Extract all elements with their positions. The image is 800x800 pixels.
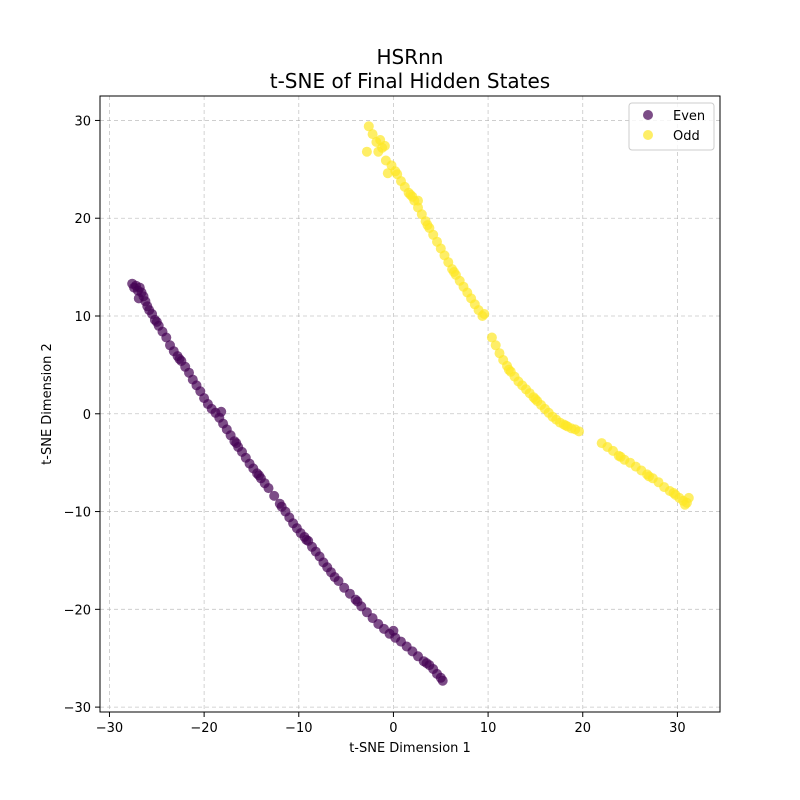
axis-ticks: −30 −20 −10 0 10 20 30 −30 −20 −10 0 10 20 30 [64, 114, 686, 736]
scatter-points [127, 121, 694, 686]
legend-label-odd: Odd [673, 129, 700, 144]
grid-lines [100, 96, 720, 712]
legend-marker-odd [643, 130, 653, 140]
data-point-odd [479, 309, 490, 319]
data-point-even [269, 490, 280, 501]
legend: Even Odd [628, 102, 715, 151]
data-point-odd [449, 267, 459, 277]
data-point-even [133, 293, 144, 304]
data-point-odd [363, 121, 374, 132]
x-tick-label: 0 [389, 721, 397, 736]
data-point-even [216, 406, 227, 417]
data-point-odd [361, 146, 372, 157]
chart-subtitle: t-SNE of Final Hidden States [270, 69, 550, 93]
data-point-even [352, 596, 363, 607]
data-point-even [231, 438, 242, 449]
x-tick-label: −20 [190, 721, 217, 736]
data-point-even [161, 332, 172, 343]
legend-marker-even [643, 110, 653, 120]
data-point-odd [680, 499, 690, 510]
x-tick-label: 20 [574, 721, 591, 736]
data-point-even [301, 534, 312, 545]
data-point-even [388, 625, 399, 636]
chart-title: HSRnn [377, 45, 444, 69]
data-point-even [276, 501, 287, 512]
data-point-odd [560, 420, 571, 431]
x-tick-label: 30 [669, 721, 686, 736]
data-point-odd [615, 451, 626, 462]
data-point-even [263, 483, 274, 494]
series-odd [361, 121, 694, 510]
y-tick-label: 30 [74, 114, 91, 129]
data-point-odd [530, 394, 541, 405]
y-tick-label: 20 [74, 212, 91, 227]
data-point-odd [490, 340, 501, 351]
y-tick-label: −30 [64, 701, 91, 716]
y-tick-label: −10 [64, 506, 91, 521]
y-tick-label: −20 [64, 603, 91, 618]
x-tick-label: −10 [285, 721, 312, 736]
data-point-odd [422, 220, 433, 231]
series-even [127, 278, 448, 686]
data-point-odd [503, 364, 514, 375]
data-point-odd [486, 332, 497, 343]
data-point-odd [403, 187, 414, 198]
data-point-odd [668, 488, 679, 498]
data-point-even [254, 470, 264, 481]
data-point-even [421, 658, 432, 669]
x-tick-label: −30 [96, 721, 123, 736]
plot-frame [99, 95, 721, 713]
data-point-odd [379, 140, 390, 151]
data-point-even [174, 354, 185, 364]
data-point-odd [382, 168, 393, 179]
data-point-even [437, 675, 448, 686]
data-point-odd [390, 166, 401, 177]
legend-label-even: Even [673, 109, 705, 124]
x-tick-label: 10 [480, 721, 497, 736]
data-point-odd [574, 426, 584, 437]
data-point-odd [367, 129, 378, 140]
data-point-even [151, 316, 162, 327]
x-axis-label: t-SNE Dimension 1 [349, 741, 471, 756]
y-tick-label: 0 [83, 408, 91, 423]
data-point-even [333, 576, 344, 586]
y-tick-label: 10 [74, 310, 91, 325]
data-point-odd [644, 471, 654, 482]
y-axis-label: t-SNE Dimension 2 [40, 343, 55, 465]
